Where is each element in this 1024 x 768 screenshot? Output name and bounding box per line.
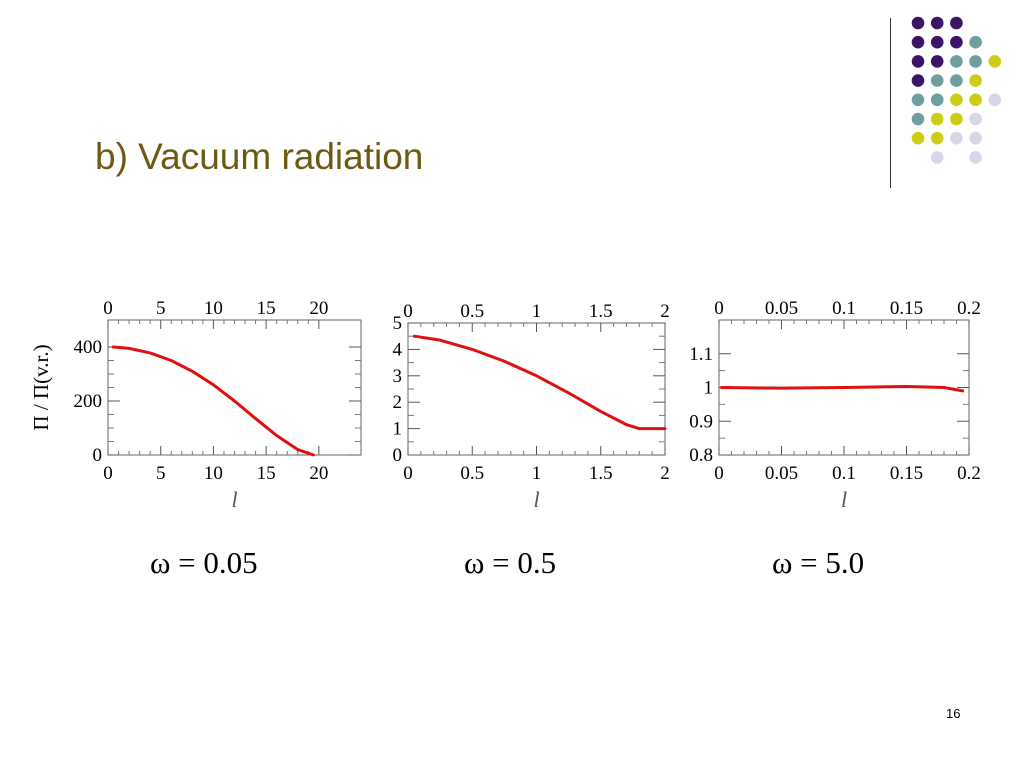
y-tick-label: 3: [393, 366, 403, 387]
y-tick-label: 400: [74, 337, 103, 358]
decorative-dot: [950, 16, 963, 30]
x-tick-label-top: 0.2: [957, 298, 981, 319]
decorative-dot: [969, 55, 982, 68]
x-tick-label-top: 1: [532, 301, 542, 322]
decorative-dot: [988, 55, 1002, 68]
x-tick-label-bottom: 0.05: [765, 463, 798, 484]
decorative-dot: [930, 55, 944, 68]
decorative-dot: [930, 131, 944, 145]
x-tick-label-bottom: 15: [257, 463, 276, 484]
decorative-dot: [969, 35, 982, 49]
x-tick-label-top: 0.5: [460, 301, 484, 322]
y-tick-label: 0.9: [689, 411, 713, 432]
caption-omega-0-5: ω = 0.5: [464, 545, 557, 580]
decorative-dot: [930, 16, 944, 30]
decorative-dot: [950, 35, 963, 49]
decorative-dot: [930, 35, 944, 49]
x-tick-label-bottom: 0: [103, 463, 113, 484]
x-tick-label-top: 5: [156, 298, 166, 319]
y-tick-label: 0.8: [689, 445, 713, 466]
x-tick-label-top: 20: [309, 298, 328, 319]
x-axis-label: l: [533, 487, 539, 512]
x-tick-label-top: 0.15: [890, 298, 923, 319]
decorative-dot: [950, 55, 963, 68]
divider-line: [890, 18, 891, 188]
x-tick-label-top: 0.05: [765, 298, 798, 319]
x-tick-label-top: 0: [714, 298, 724, 319]
caption-omega-0-05: ω = 0.05: [150, 545, 258, 580]
y-tick-label: 0: [393, 445, 403, 466]
x-tick-label-bottom: 2: [660, 463, 670, 484]
y-tick-label: 4: [393, 339, 403, 360]
plot-omega-5-0: 0 0 0.05 0.05 0.1 0.1 0.15 0.15 0.2 0.2 0.8 0.9 1 1.1…: [689, 298, 981, 512]
x-tick-label-bottom: 20: [309, 463, 328, 484]
decorative-dot: [950, 93, 963, 107]
decorative-dot: [988, 93, 1002, 107]
x-tick-label-top: 0.1: [832, 298, 856, 319]
decorative-dot: [911, 35, 925, 49]
plot-frame: [107, 319, 362, 456]
x-tick-label-bottom: 10: [204, 463, 223, 484]
decorative-dot: [969, 74, 982, 87]
decorative-dot: [930, 112, 944, 126]
x-tick-label-top: 0: [403, 301, 413, 322]
decorative-dot: [969, 112, 982, 126]
decorative-dot: [969, 151, 982, 164]
decorative-dot: [969, 131, 982, 145]
y-tick-label: 200: [74, 391, 103, 412]
x-tick-label-bottom: 5: [156, 463, 166, 484]
x-tick-label-top: 0: [103, 298, 113, 319]
x-tick-label-top: 1.5: [589, 301, 613, 322]
x-tick-label-bottom: 1: [532, 463, 542, 484]
x-axis-label: l: [841, 487, 847, 512]
y-tick-label: 1.1: [689, 344, 713, 365]
x-axis-label: l: [231, 487, 237, 512]
x-tick-label-bottom: 0.2: [957, 463, 981, 484]
x-tick-label-top: 10: [204, 298, 223, 319]
decorative-dot: [930, 151, 944, 164]
y-tick-label: 0: [93, 445, 103, 466]
series-line: [412, 334, 667, 431]
decorative-dot: [930, 74, 944, 87]
decorative-dot: [911, 93, 925, 107]
x-tick-label-top: 2: [660, 301, 670, 322]
decorative-dot: [911, 131, 925, 145]
y-tick-label: 5: [393, 313, 403, 334]
decorative-dot: [911, 74, 925, 87]
y-axis-label: Π / Π(v.r.): [29, 344, 53, 430]
x-tick-label-bottom: 0.5: [460, 463, 484, 484]
series-line: [111, 345, 316, 457]
decorative-dot-grid: [911, 16, 1002, 164]
caption-omega-5-0: ω = 5.0: [772, 545, 865, 580]
x-tick-label-bottom: 0.1: [832, 463, 856, 484]
y-tick-label: 1: [393, 419, 403, 440]
decorative-dot: [969, 93, 982, 107]
decorative-dot: [911, 55, 925, 68]
slide-title: b) Vacuum radiation: [95, 136, 424, 177]
decorative-dot: [950, 131, 963, 145]
decorative-dot: [911, 16, 925, 30]
x-tick-label-bottom: 0: [714, 463, 724, 484]
x-tick-label-top: 15: [257, 298, 276, 319]
decorative-dot: [911, 112, 925, 126]
y-tick-label: 2: [393, 392, 403, 413]
page-number: 16: [946, 706, 961, 721]
y-tick-label: 1: [704, 378, 714, 399]
decorative-dot: [930, 93, 944, 107]
series-line: [720, 384, 965, 393]
decorative-dot: [950, 74, 963, 87]
x-tick-label-bottom: 1.5: [589, 463, 613, 484]
x-tick-label-bottom: 0: [403, 463, 413, 484]
decorative-dot: [950, 112, 963, 126]
x-tick-label-bottom: 0.15: [890, 463, 923, 484]
